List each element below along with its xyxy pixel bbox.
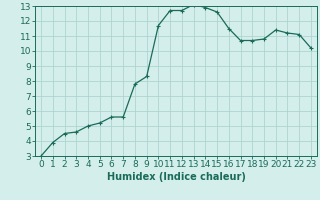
X-axis label: Humidex (Indice chaleur): Humidex (Indice chaleur) (107, 172, 245, 182)
